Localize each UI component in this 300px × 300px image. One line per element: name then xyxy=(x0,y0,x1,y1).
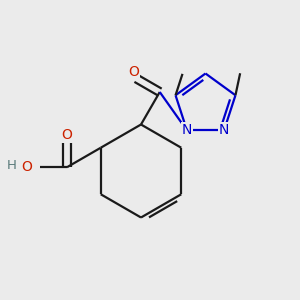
Text: O: O xyxy=(128,65,139,79)
Text: H: H xyxy=(7,159,16,172)
Text: O: O xyxy=(21,160,32,174)
Text: N: N xyxy=(182,124,192,137)
Text: N: N xyxy=(219,124,229,137)
Text: O: O xyxy=(61,128,72,142)
